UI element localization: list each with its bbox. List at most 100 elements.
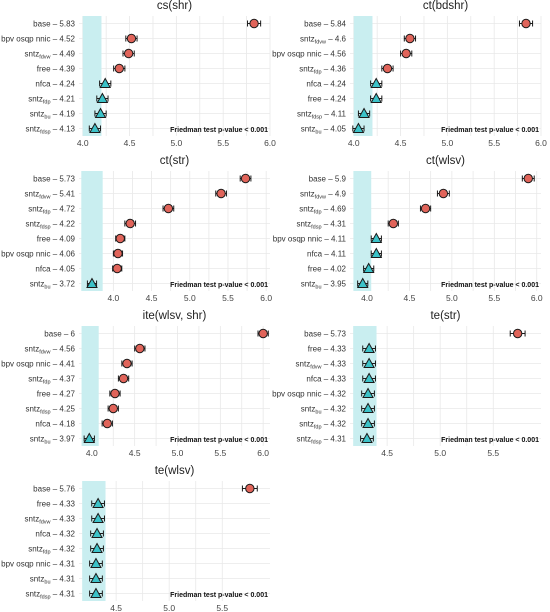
friedman-annotation: Friedman test p-value < 0.001 <box>441 437 539 444</box>
x-tick-label: 5.0 <box>172 448 184 458</box>
point-marker-circle <box>114 63 124 74</box>
y-tick-label: nfca – 4.33 <box>306 375 346 384</box>
point-marker-triangle <box>92 512 104 523</box>
point-marker-triangle <box>363 357 375 368</box>
point-marker-triangle <box>89 122 101 133</box>
x-tick-label: 4.0 <box>86 448 98 458</box>
y-tick-label: sntzfdsp – 4.31 <box>296 220 346 231</box>
friedman-annotation: Friedman test p-value < 0.001 <box>170 437 268 444</box>
point-marker-triangle <box>96 92 109 103</box>
point-marker-triangle <box>362 402 374 413</box>
point-marker-circle <box>521 18 531 29</box>
x-tick-label: 5.0 <box>434 448 446 458</box>
friedman-annotation: Friedman test p-value < 0.001 <box>170 282 268 289</box>
point-marker-triangle <box>358 107 370 118</box>
reference-band <box>82 16 102 136</box>
x-tick-label: 5.5 <box>488 293 500 303</box>
y-tick-label: bpv osqp nnic – 4.11 <box>273 235 347 244</box>
x-tick-label: 6.0 <box>264 138 276 148</box>
point-marker-triangle <box>362 417 374 428</box>
point-marker-triangle <box>370 92 383 103</box>
y-tick-label: sntzfdsp – 4.11 <box>297 110 347 121</box>
reference-band <box>81 171 103 291</box>
point-marker-triangle <box>99 77 112 88</box>
x-tick-label: 4.0 <box>348 138 360 148</box>
x-tick-label: 5.5 <box>222 293 234 303</box>
x-tick-label: 4.5 <box>129 448 141 458</box>
point-marker-circle <box>163 203 174 214</box>
y-tick-label: nfca – 4.24 <box>306 80 346 89</box>
chart-panel: ct(str) 4.0 4.5 5.0 5.5 6.0 base – 5.73 sntzfdv… <box>1 155 272 303</box>
point-marker-circle <box>112 263 122 274</box>
friedman-annotation: Friedman test p-value < 0.001 <box>170 592 268 599</box>
friedman-annotation: Friedman test p-value < 0.001 <box>441 282 539 289</box>
chart-panel: ct(wlsv) 4.0 4.5 5.0 5.5 6.0 base – 5.9 sntzfdv… <box>273 155 543 303</box>
y-tick-label: nfca – 4.18 <box>35 420 75 429</box>
x-tick-label: 4.5 <box>404 293 416 303</box>
y-tick-label: sntzfdvw – 4.56 <box>25 345 76 356</box>
y-tick-label: free – 4.39 <box>37 65 76 74</box>
point-marker-circle <box>382 63 393 74</box>
point-marker-triangle <box>370 232 383 243</box>
point-marker-triangle <box>361 432 373 443</box>
x-tick-label: 5.5 <box>487 448 499 458</box>
y-tick-label: sntzbu – 4.32 <box>301 405 347 416</box>
reference-band <box>353 326 377 446</box>
friedman-annotation: Friedman test p-value < 0.001 <box>170 127 268 134</box>
point-marker-triangle <box>91 527 103 538</box>
chart-panel: cs(shr) 4.0 4.5 5.0 5.5 6.0 base – 5.83 bpv osq… <box>1 0 276 148</box>
point-marker-triangle <box>94 107 107 118</box>
y-tick-label: base – 5.84 <box>304 20 346 29</box>
point-marker-circle <box>115 233 125 244</box>
y-tick-label: sntzfdp – 4.72 <box>28 205 75 216</box>
point-marker-triangle <box>90 587 102 598</box>
point-marker-circle <box>122 358 132 369</box>
chart-title: cs(shr) <box>157 0 192 12</box>
x-tick-label: 6.0 <box>260 293 272 303</box>
reference-band <box>81 326 99 446</box>
x-tick-label: 4.5 <box>381 448 393 458</box>
y-tick-label: bpv osqp nnic – 4.31 <box>1 560 75 569</box>
x-tick-label: 5.0 <box>441 138 453 148</box>
point-marker-triangle <box>83 432 96 443</box>
x-tick-label: 6.0 <box>535 138 547 148</box>
chart-panel: te(wlsv) 4.5 5.0 5.5 base – 5.76 free – 4.33 s… <box>1 465 270 612</box>
y-tick-label: bpv osqp nnic – 4.41 <box>1 360 75 369</box>
y-tick-label: bpv osqp nnic – 4.56 <box>272 50 346 59</box>
y-tick-label: bpv osqp nnic – 4.32 <box>272 390 346 399</box>
point-marker-triangle <box>90 572 102 583</box>
x-tick-label: 4.5 <box>124 138 136 148</box>
reference-band <box>82 481 106 601</box>
point-marker-triangle <box>90 557 102 568</box>
chart-title: ct(str) <box>160 155 190 167</box>
y-tick-label: sntzfdp – 4.32 <box>299 420 346 431</box>
point-marker-triangle <box>363 372 375 383</box>
point-marker-circle <box>102 418 112 429</box>
point-marker-circle <box>113 248 123 259</box>
point-marker-circle <box>523 173 533 184</box>
chart-title: te(str) <box>430 310 460 322</box>
x-tick-label: 4.0 <box>361 293 373 303</box>
y-tick-label: free – 4.27 <box>37 390 76 399</box>
x-tick-label: 5.0 <box>170 138 182 148</box>
y-tick-label: free – 4.33 <box>308 345 347 354</box>
y-tick-label: sntzbu – 3.95 <box>301 280 347 291</box>
x-tick-label: 5.5 <box>488 138 500 148</box>
point-marker-circle <box>258 328 268 339</box>
x-tick-label: 5.0 <box>446 293 458 303</box>
y-tick-label: sntzfdvw – 4.33 <box>296 360 347 371</box>
x-tick-label: 4.5 <box>110 603 122 612</box>
y-tick-label: sntzfdp – 4.69 <box>299 205 346 216</box>
chart-panel: ite(wlsv, shr) 4.0 4.5 5.0 5.5 6.0 base – 6 snt… <box>1 310 270 458</box>
y-tick-label: sntzfdsp – 4.31 <box>296 435 346 446</box>
x-tick-label: 4.5 <box>395 138 407 148</box>
y-tick-label: sntzfdvw – 4.9 <box>300 190 347 201</box>
y-tick-label: sntzfdp – 4.36 <box>299 65 346 76</box>
y-tick-label: sntzbu – 4.31 <box>30 575 76 586</box>
y-tick-label: base – 6 <box>44 330 75 339</box>
y-tick-label: free – 4.02 <box>308 265 347 274</box>
point-marker-circle <box>438 188 449 199</box>
y-tick-label: sntzfdp – 4.32 <box>28 545 75 556</box>
y-tick-label: sntzbu – 3.72 <box>30 280 76 291</box>
point-marker-circle <box>123 48 134 59</box>
